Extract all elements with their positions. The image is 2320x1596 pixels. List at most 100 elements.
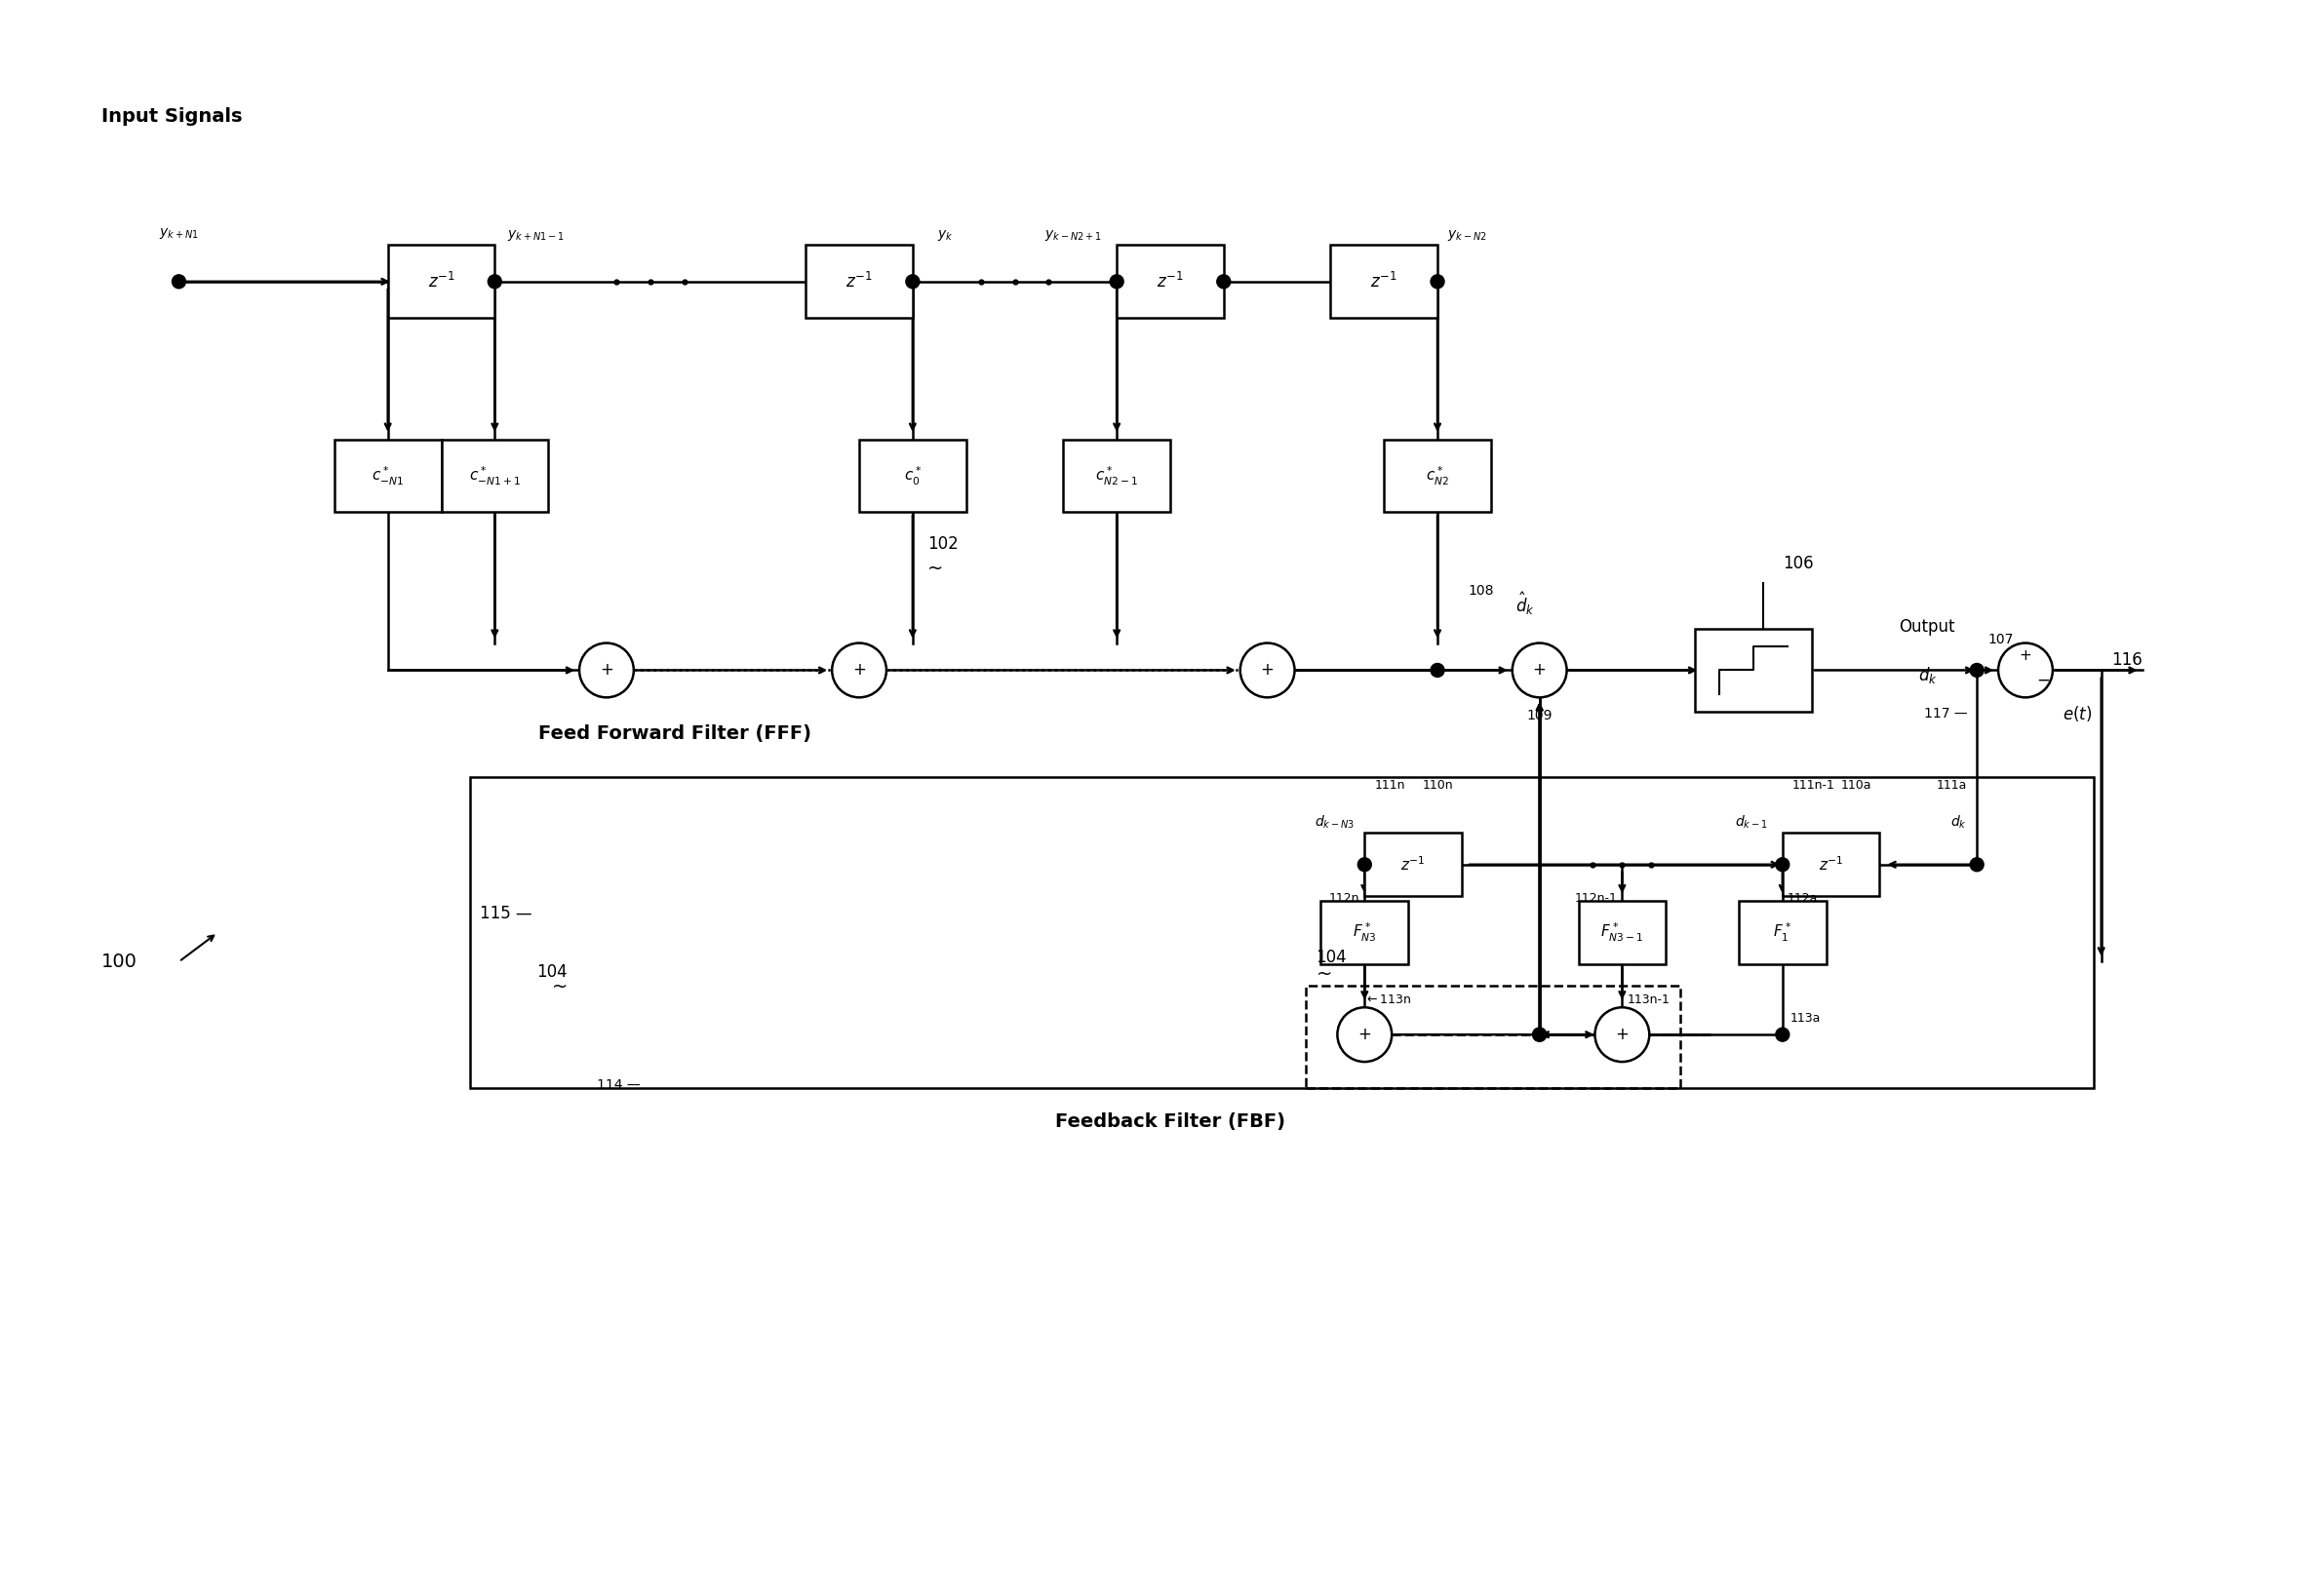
Bar xyxy=(805,246,912,318)
Text: 112a: 112a xyxy=(1786,892,1819,905)
Text: ~: ~ xyxy=(1315,964,1332,983)
Circle shape xyxy=(1534,1028,1547,1042)
Circle shape xyxy=(1998,643,2053,697)
Circle shape xyxy=(580,643,633,697)
Bar xyxy=(1385,439,1492,512)
Bar xyxy=(1332,246,1438,318)
Text: 113n-1: 113n-1 xyxy=(1626,993,1670,1005)
Bar xyxy=(471,777,2093,1088)
Text: +: + xyxy=(1534,661,1547,678)
Text: $\leftarrow$113n: $\leftarrow$113n xyxy=(1364,993,1411,1005)
Bar xyxy=(1320,902,1408,964)
Text: $e(t)$: $e(t)$ xyxy=(2062,704,2093,723)
Text: $\hat{d}_k$: $\hat{d}_k$ xyxy=(1515,591,1534,616)
Text: $c^*_{N2}$: $c^*_{N2}$ xyxy=(1427,464,1450,487)
Circle shape xyxy=(905,275,919,289)
Bar xyxy=(387,246,494,318)
Text: 102: 102 xyxy=(928,535,958,552)
Text: 111n-1: 111n-1 xyxy=(1793,779,1835,792)
Text: $y_k$: $y_k$ xyxy=(937,228,954,243)
Text: 116: 116 xyxy=(2111,651,2141,669)
Text: 112n-1: 112n-1 xyxy=(1575,892,1617,905)
Text: $z^{-1}$: $z^{-1}$ xyxy=(847,271,872,292)
Bar xyxy=(441,439,548,512)
Circle shape xyxy=(1431,275,1445,289)
Text: $z^{-1}$: $z^{-1}$ xyxy=(427,271,455,292)
Text: Feedback Filter (FBF): Feedback Filter (FBF) xyxy=(1056,1112,1285,1132)
Text: 109: 109 xyxy=(1527,709,1552,723)
Text: 108: 108 xyxy=(1469,584,1494,597)
Text: $F^*_{N3}$: $F^*_{N3}$ xyxy=(1353,921,1376,943)
Circle shape xyxy=(1513,643,1566,697)
Text: +: + xyxy=(1615,1026,1629,1044)
Circle shape xyxy=(1241,643,1295,697)
Text: +: + xyxy=(1357,1026,1371,1044)
Text: 114 —: 114 — xyxy=(596,1079,640,1092)
Text: 117 —: 117 — xyxy=(1923,707,1967,721)
Circle shape xyxy=(1775,857,1789,871)
Circle shape xyxy=(1970,857,1984,871)
Text: −: − xyxy=(2037,672,2051,689)
Bar xyxy=(1063,439,1169,512)
Bar xyxy=(858,439,965,512)
Circle shape xyxy=(1336,1007,1392,1061)
Circle shape xyxy=(172,275,186,289)
Text: $z^{-1}$: $z^{-1}$ xyxy=(1371,271,1397,292)
Circle shape xyxy=(1534,1028,1547,1042)
Text: $z^{-1}$: $z^{-1}$ xyxy=(1401,855,1424,873)
Text: 112n: 112n xyxy=(1329,892,1360,905)
Circle shape xyxy=(833,643,886,697)
Text: 111n: 111n xyxy=(1373,779,1406,792)
Text: +: + xyxy=(851,661,865,678)
Text: $y_{k-N2+1}$: $y_{k-N2+1}$ xyxy=(1044,228,1102,243)
Text: 110n: 110n xyxy=(1422,779,1455,792)
Text: $d_{k-N3}$: $d_{k-N3}$ xyxy=(1315,814,1355,830)
Text: 100: 100 xyxy=(102,953,137,970)
Circle shape xyxy=(1775,1028,1789,1042)
Circle shape xyxy=(1431,664,1445,677)
Text: Feed Forward Filter (FFF): Feed Forward Filter (FFF) xyxy=(538,725,812,742)
Bar xyxy=(1696,629,1812,712)
Text: 104: 104 xyxy=(1315,950,1348,967)
Text: 104: 104 xyxy=(536,964,568,982)
Text: $c^*_{-N1}$: $c^*_{-N1}$ xyxy=(371,464,404,487)
Text: 107: 107 xyxy=(1988,632,2014,646)
Text: 106: 106 xyxy=(1782,554,1814,571)
Text: Input Signals: Input Signals xyxy=(102,107,241,126)
Text: 115 —: 115 — xyxy=(480,905,534,922)
Bar xyxy=(1306,986,1680,1088)
Text: $F^*_{N3-1}$: $F^*_{N3-1}$ xyxy=(1601,921,1645,943)
Bar xyxy=(1738,902,1826,964)
Bar xyxy=(1116,246,1223,318)
Bar xyxy=(1782,833,1879,895)
Text: ~: ~ xyxy=(552,977,568,996)
Text: +: + xyxy=(601,661,612,678)
Bar xyxy=(1364,833,1462,895)
Bar xyxy=(334,439,441,512)
Bar xyxy=(1578,902,1666,964)
Text: $z^{-1}$: $z^{-1}$ xyxy=(1819,855,1844,873)
Text: $c^*_{-N1+1}$: $c^*_{-N1+1}$ xyxy=(469,464,520,487)
Circle shape xyxy=(487,275,501,289)
Text: $y_{k-N2}$: $y_{k-N2}$ xyxy=(1448,228,1487,243)
Text: $y_{k+N1}$: $y_{k+N1}$ xyxy=(160,227,200,241)
Text: 111a: 111a xyxy=(1937,779,1967,792)
Text: $F^*_1$: $F^*_1$ xyxy=(1772,921,1791,943)
Text: $d_{k-1}$: $d_{k-1}$ xyxy=(1735,814,1768,830)
Text: $c^*_{N2-1}$: $c^*_{N2-1}$ xyxy=(1095,464,1139,487)
Text: $d_k$: $d_k$ xyxy=(1951,814,1967,830)
Text: 113a: 113a xyxy=(1791,1012,1821,1025)
Text: +: + xyxy=(1260,661,1274,678)
Circle shape xyxy=(1218,275,1230,289)
Circle shape xyxy=(1357,857,1371,871)
Circle shape xyxy=(1109,275,1123,289)
Text: Output: Output xyxy=(1900,618,1956,635)
Circle shape xyxy=(1594,1007,1650,1061)
Text: $z^{-1}$: $z^{-1}$ xyxy=(1158,271,1183,292)
Text: ~: ~ xyxy=(928,559,944,578)
Text: 110a: 110a xyxy=(1840,779,1872,792)
Text: $c^*_0$: $c^*_0$ xyxy=(905,464,921,487)
Text: +: + xyxy=(2018,648,2032,662)
Circle shape xyxy=(1970,664,1984,677)
Text: $d_k$: $d_k$ xyxy=(1919,666,1937,685)
